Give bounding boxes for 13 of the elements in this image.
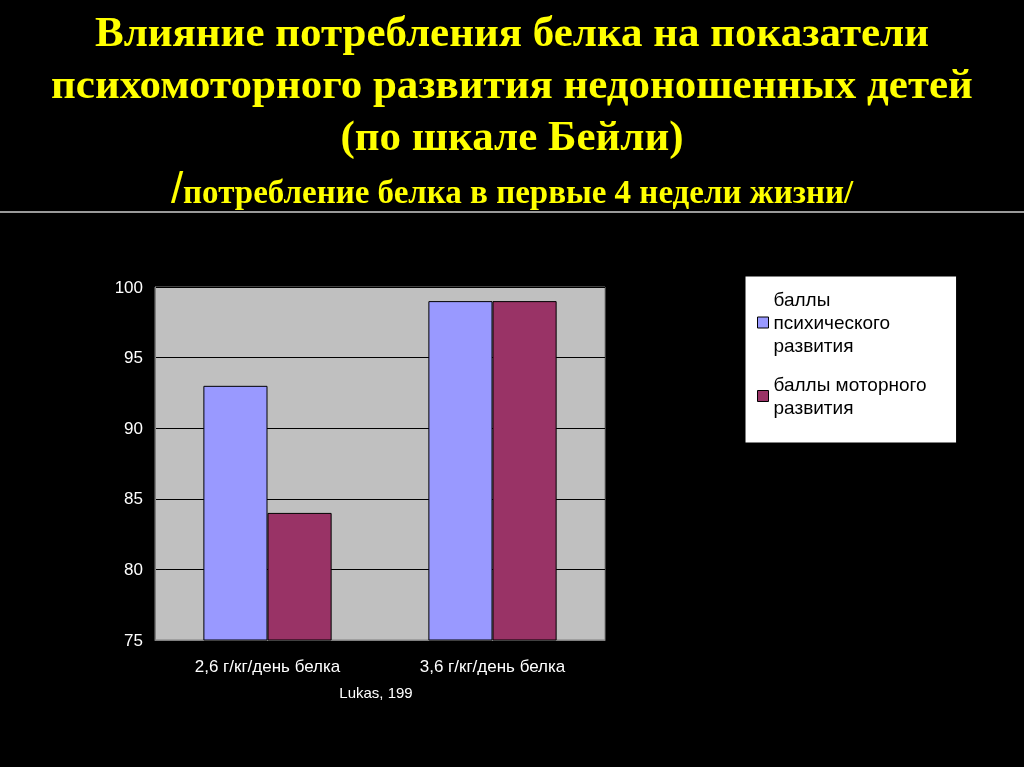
y-tick-label: 90	[124, 418, 143, 438]
y-tick-label: 100	[114, 277, 143, 297]
chart-title: Влияние потребления белка на показатели психомоторного развития недоношенных детей (по шкале Бейли)	[50, 7, 974, 161]
legend-label: баллы психического развития	[773, 289, 891, 356]
x-tick-label: 3,6 г/кг/день белка	[419, 657, 566, 676]
y-tick-label: 95	[124, 348, 143, 368]
y-tick-label: 75	[124, 630, 143, 650]
chart-subtitle: /потребление белка в первые 4 недели жизни/	[170, 163, 854, 212]
text: Lukas, 199	[339, 684, 413, 701]
y-tick-label: 80	[124, 559, 143, 579]
legend-label: баллы моторного развития	[773, 374, 927, 418]
y-tick-label: 85	[124, 489, 143, 509]
x-tick-label: 2,6 г/кг/день белка	[194, 657, 341, 676]
